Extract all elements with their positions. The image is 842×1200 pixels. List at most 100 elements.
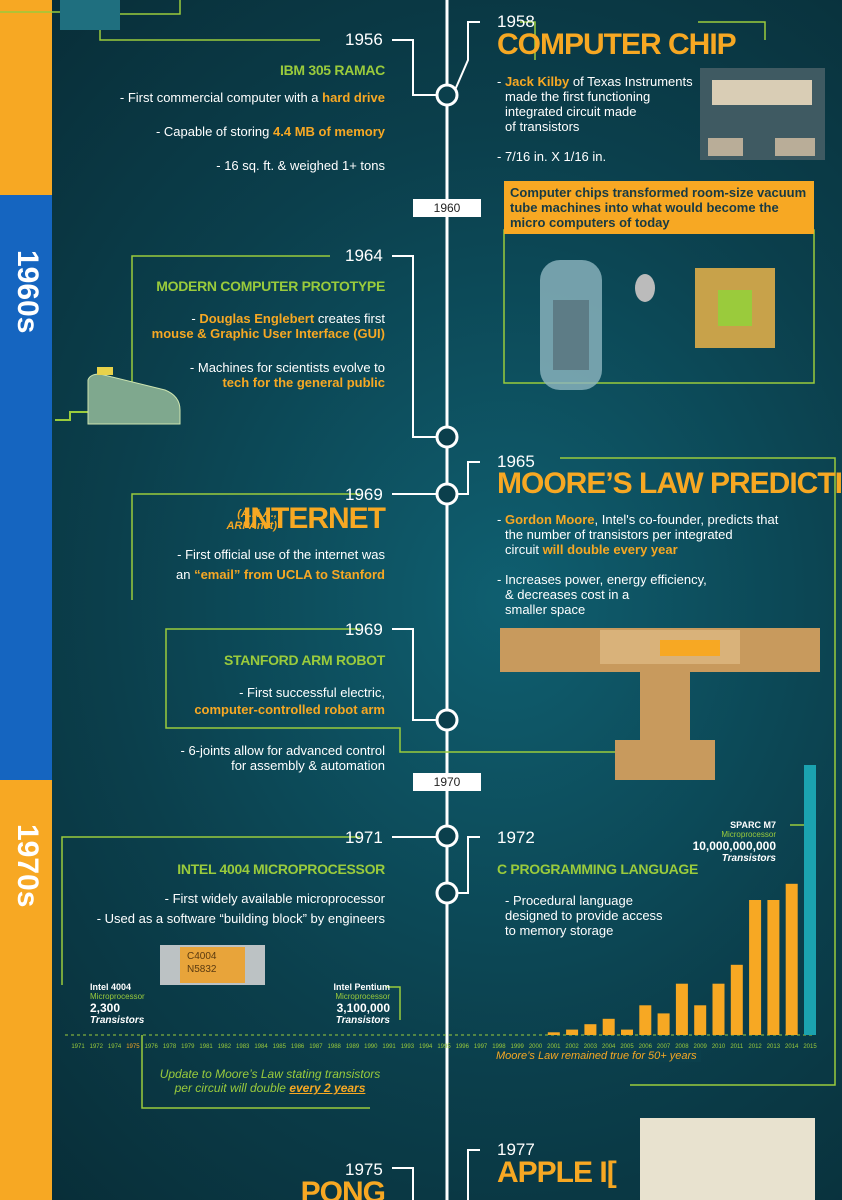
callout: Computer chips transformed room-size vac… [504, 181, 814, 234]
x-tick-label: 2007 [657, 1044, 671, 1050]
highlight: every 2 years [289, 1081, 366, 1095]
event-line: computer-controlled robot arm [194, 702, 385, 717]
bar [804, 765, 816, 1035]
event-title: INTERNET [243, 502, 386, 535]
decade-marker: 1960 [413, 199, 481, 217]
x-tick-label: 2004 [602, 1044, 616, 1050]
x-tick-label: 1985 [273, 1044, 287, 1050]
intel-4004-chip [160, 945, 265, 985]
event-line: - First successful electric, [239, 685, 385, 700]
text: circuit [505, 542, 543, 557]
x-tick-label: 2011 [730, 1044, 744, 1050]
event-line: - Capable of storing 4.4 MB of memory [156, 124, 385, 139]
event-line: - First commercial computer with a hard … [120, 90, 385, 105]
highlight: 4.4 MB of memory [273, 124, 385, 139]
event-line: designed to provide access [505, 908, 663, 923]
era-strip [0, 0, 52, 195]
highlight: Jack Kilby [504, 74, 570, 89]
chip-name: SPARC M7 [730, 820, 776, 830]
x-tick-label: 1979 [181, 1044, 195, 1050]
text: - [497, 512, 505, 527]
chip-unit: Transistors [721, 853, 776, 864]
x-tick-label: 1993 [401, 1044, 415, 1050]
moore-note: Moore’s Law remained true for 50+ years [492, 1050, 701, 1062]
chip-count: 3,100,000 [336, 1001, 390, 1015]
bar [675, 983, 688, 1035]
x-tick-label: 2008 [675, 1044, 689, 1050]
year: 1964 [345, 246, 383, 265]
era-strip [0, 195, 52, 780]
x-tick-label: 1995 [437, 1044, 451, 1050]
chip-count: 10,000,000,000 [692, 839, 776, 853]
x-tick-label: 1981 [199, 1044, 213, 1050]
text: an [176, 567, 195, 582]
x-tick-label: 1997 [474, 1044, 488, 1050]
event-line: - 6-joints allow for advanced control [180, 743, 386, 758]
bar [584, 1024, 597, 1035]
x-tick-label: 2001 [547, 1044, 561, 1050]
text: , Intel's co-founder, predicts that [594, 512, 779, 527]
year: 1958 [497, 12, 535, 31]
x-tick-label: 2002 [565, 1044, 579, 1050]
event-title: MOORE’S LAW PREDICTION [497, 467, 842, 500]
year: 1972 [497, 828, 535, 847]
x-tick-label: 2000 [529, 1044, 543, 1050]
chip-photo [700, 68, 825, 160]
event-line: an “email” from UCLA to Stanford [176, 567, 385, 582]
event-title: IBM 305 RAMAC [279, 62, 385, 78]
chip-kind: Microprocessor [721, 830, 776, 839]
x-tick-label: 2003 [584, 1044, 598, 1050]
chip-kind: Microprocessor [335, 992, 390, 1001]
text: of Texas Instruments [569, 74, 693, 89]
chip-unit: Transistors [90, 1015, 145, 1026]
event-line: - First official use of the internet was [177, 547, 385, 562]
year: 1969 [345, 485, 383, 504]
event-title: COMPUTER CHIP [497, 28, 737, 61]
x-tick-label: 2009 [694, 1044, 708, 1050]
x-tick-label: 1978 [163, 1044, 177, 1050]
chip-annotation: Intel 4004 Microprocessor 2,300 Transistors [90, 982, 145, 1026]
x-tick-label: 1986 [291, 1044, 305, 1050]
bar [694, 1005, 707, 1035]
era-label: 1970s [11, 824, 44, 908]
top-image [60, 0, 120, 30]
text: per circuit will double [174, 1081, 290, 1095]
decade-marker: 1970 [413, 773, 481, 791]
text: - [191, 311, 200, 326]
x-tick-label: 1988 [328, 1044, 342, 1050]
year: 1965 [497, 452, 535, 471]
event-line: - First widely available microprocessor [164, 891, 385, 906]
x-tick-label: 2012 [748, 1044, 762, 1050]
vacuum-tube-panel [503, 229, 815, 390]
chip-annotation: Intel Pentium Microprocessor 3,100,000 Tran… [333, 982, 390, 1026]
year: 1975 [345, 1160, 383, 1179]
x-tick-label: 1984 [254, 1044, 268, 1050]
chip-unit: Transistors [335, 1015, 390, 1026]
chip-kind: Microprocessor [90, 992, 145, 1001]
x-tick-label: 1976 [145, 1044, 159, 1050]
text: - [497, 74, 505, 89]
event-line: - Increases power, energy efficiency, [497, 572, 707, 587]
event-title: APPLE I[ [497, 1156, 617, 1189]
highlight: hard drive [322, 90, 385, 105]
highlight: Gordon Moore [504, 512, 595, 527]
x-tick-label: 1971 [71, 1044, 85, 1050]
event-line: - 16 sq. ft. & weighed 1+ tons [216, 158, 385, 173]
bar [602, 1018, 615, 1035]
event-line: integrated circuit made [505, 104, 637, 119]
event-title: MODERN COMPUTER PROTOTYPE [156, 278, 385, 294]
event-line: smaller space [505, 602, 586, 617]
event-line: - Douglas Englebert creates first [191, 311, 385, 326]
mouse-prototype [55, 367, 181, 425]
event-title: PONG [300, 1176, 386, 1200]
aka: (A.K.A., ARPAnet) [226, 508, 277, 532]
chip-name: Intel Pentium [333, 982, 390, 992]
bar [657, 1013, 670, 1035]
x-tick-label: 2014 [785, 1044, 799, 1050]
highlight: Douglas Englebert [199, 311, 315, 326]
x-tick-label: 1972 [90, 1044, 104, 1050]
bar [785, 883, 798, 1035]
era-label: 1960s [11, 250, 44, 334]
timeline-nodes [435, 83, 459, 905]
